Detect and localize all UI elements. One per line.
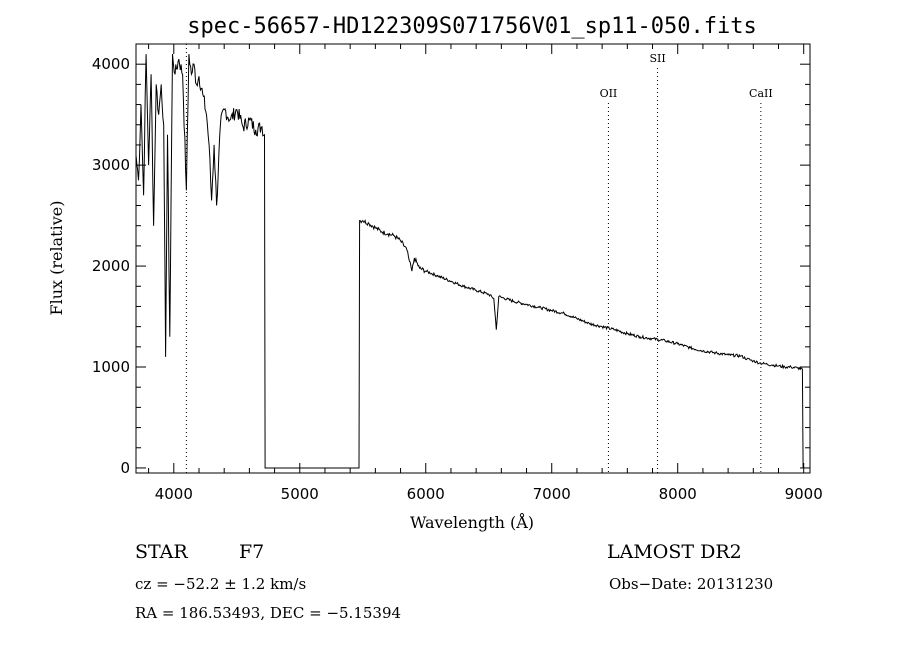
- spectral-line-markers: OII SII CaII: [185, 44, 773, 473]
- object-subclass-label: F7: [239, 541, 265, 563]
- x-tick-label: 7000: [533, 485, 571, 503]
- x-tick-label: 8000: [659, 485, 697, 503]
- y-tick-label: 0: [120, 459, 130, 477]
- observation-date-text: Obs−Date: 20131230: [609, 575, 774, 593]
- x-tick-label: 4000: [155, 485, 193, 503]
- redshift-info: cz = −52.2 ± 1.2 km/s: [135, 575, 306, 593]
- spectral-line-label: SII: [649, 52, 665, 65]
- axis-tick-labels: 4000 5000 6000 7000 8000 9000 0 1000 2000 3000 400…: [92, 55, 823, 503]
- axis-ticks: [136, 43, 810, 473]
- spectral-line-label: OII: [600, 87, 618, 100]
- object-subclass: F7: [239, 541, 264, 563]
- object-type: STAR: [135, 541, 188, 563]
- x-axis-label: Wavelength (Å): [410, 512, 534, 532]
- x-tick-label: 6000: [407, 485, 445, 503]
- y-axis-label: Flux (relative): [47, 201, 66, 316]
- redshift-text: cz = −52.2 ± 1.2 km/s: [135, 575, 307, 593]
- chart-title: spec-56657-HD122309S071756V01_sp11-050.f…: [187, 14, 757, 39]
- y-tick-label: 3000: [92, 156, 130, 174]
- object-type-label: STAR: [135, 541, 188, 563]
- y-tick-label: 4000: [92, 55, 130, 73]
- coordinates-text: RA = 186.53493, DEC = −5.15394: [135, 604, 402, 622]
- x-tick-label: 5000: [281, 485, 319, 503]
- y-tick-label: 2000: [92, 257, 130, 275]
- observation-date: Obs−Date: 20131230: [609, 575, 773, 593]
- plot-frame: [135, 43, 811, 474]
- y-tick-label: 1000: [92, 358, 130, 376]
- coordinates: RA = 186.53493, DEC = −5.15394: [135, 604, 401, 622]
- spectral-line-label: CaII: [749, 87, 773, 100]
- survey-name-label: LAMOST DR2: [607, 541, 742, 563]
- x-tick-label: 9000: [785, 485, 823, 503]
- survey-name: LAMOST DR2: [607, 541, 742, 563]
- spectrum-series-line: [135, 54, 804, 469]
